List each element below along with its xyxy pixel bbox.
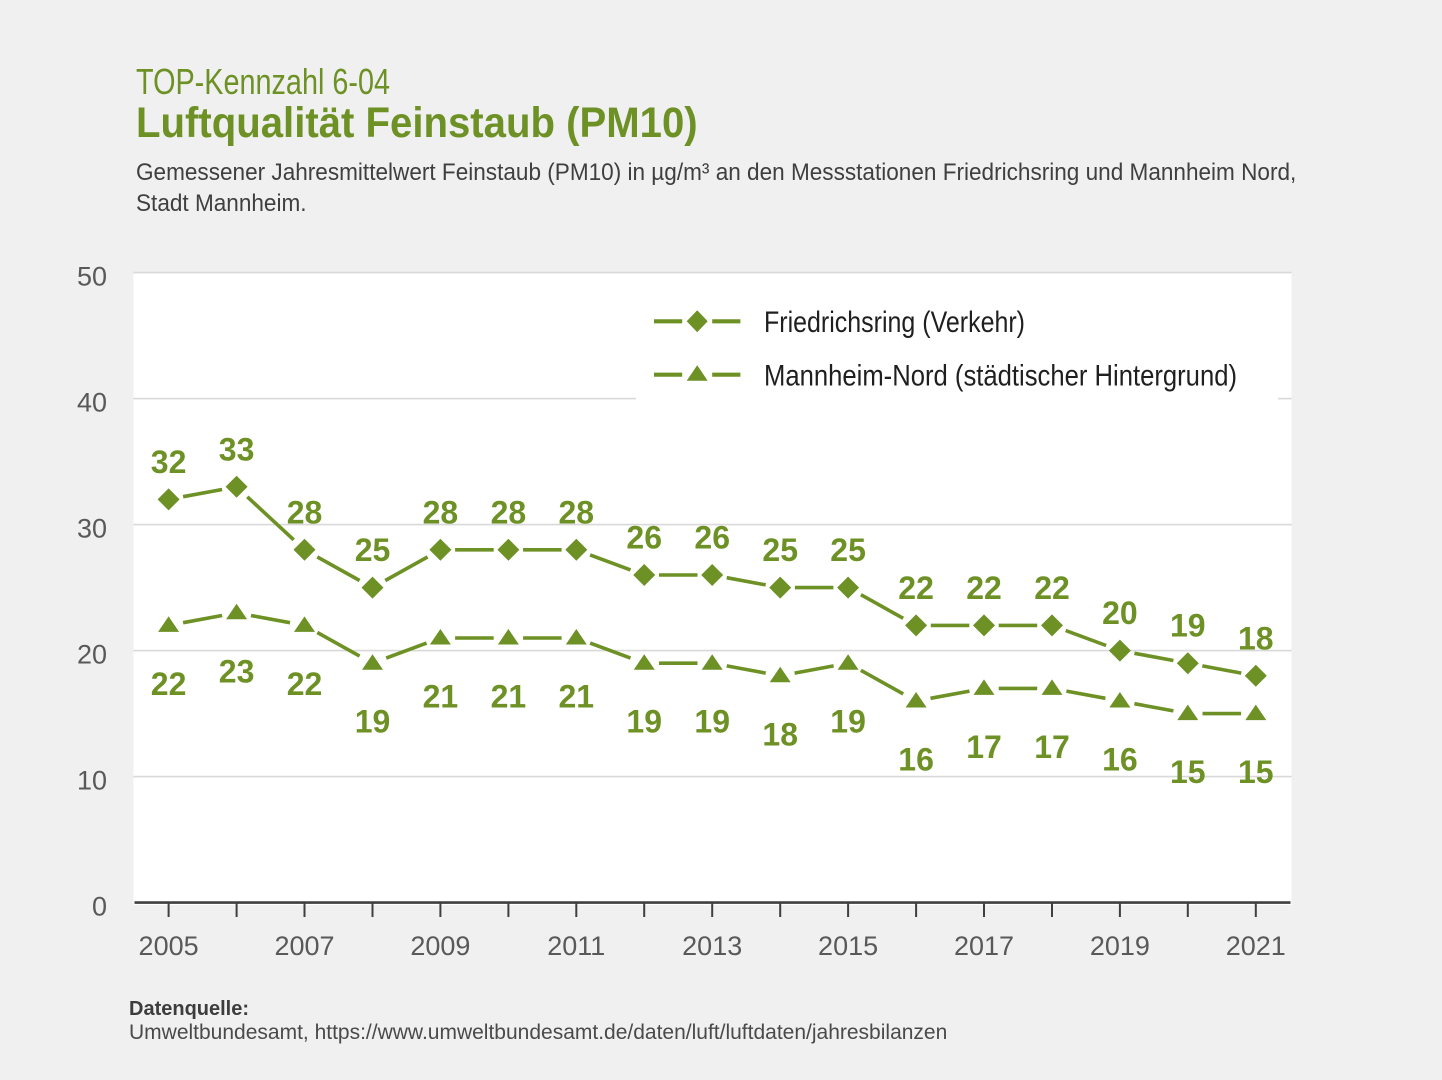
- svg-text:30: 30: [77, 513, 107, 543]
- svg-text:21: 21: [423, 679, 459, 715]
- svg-text:20: 20: [77, 639, 107, 669]
- svg-text:2019: 2019: [1090, 931, 1150, 961]
- svg-text:15: 15: [1170, 754, 1206, 790]
- svg-text:22: 22: [966, 570, 1002, 606]
- svg-text:22: 22: [898, 570, 934, 606]
- svg-text:0: 0: [92, 891, 107, 921]
- svg-text:25: 25: [355, 532, 391, 568]
- svg-text:2011: 2011: [547, 931, 605, 961]
- svg-text:26: 26: [626, 520, 662, 556]
- svg-text:20: 20: [1102, 595, 1138, 631]
- svg-text:16: 16: [898, 742, 934, 778]
- svg-text:Mannheim-Nord (städtischer Hin: Mannheim-Nord (städtischer Hintergrund): [764, 359, 1237, 392]
- svg-text:19: 19: [1170, 608, 1206, 644]
- svg-text:2015: 2015: [818, 931, 878, 961]
- svg-text:19: 19: [626, 704, 662, 740]
- svg-text:17: 17: [1034, 729, 1070, 765]
- svg-text:21: 21: [559, 679, 595, 715]
- svg-text:28: 28: [423, 494, 459, 530]
- svg-text:17: 17: [966, 729, 1002, 765]
- svg-text:25: 25: [762, 532, 798, 568]
- svg-text:28: 28: [491, 494, 527, 530]
- svg-text:26: 26: [694, 520, 730, 556]
- svg-text:16: 16: [1102, 742, 1138, 778]
- svg-text:Friedrichsring (Verkehr): Friedrichsring (Verkehr): [764, 306, 1025, 339]
- svg-text:23: 23: [219, 653, 255, 689]
- svg-text:25: 25: [830, 532, 866, 568]
- svg-text:2007: 2007: [274, 931, 334, 961]
- svg-text:22: 22: [1034, 570, 1070, 606]
- svg-text:21: 21: [491, 679, 527, 715]
- svg-text:2013: 2013: [682, 931, 742, 961]
- svg-text:50: 50: [77, 261, 107, 291]
- svg-text:32: 32: [151, 444, 187, 480]
- svg-text:2005: 2005: [139, 931, 199, 961]
- svg-text:19: 19: [694, 704, 730, 740]
- svg-text:22: 22: [151, 666, 187, 702]
- svg-text:40: 40: [77, 387, 107, 417]
- svg-text:33: 33: [219, 431, 255, 467]
- svg-text:22: 22: [287, 666, 323, 702]
- svg-text:15: 15: [1238, 754, 1274, 790]
- svg-text:2017: 2017: [954, 931, 1014, 961]
- svg-text:19: 19: [830, 704, 866, 740]
- svg-text:28: 28: [559, 494, 595, 530]
- svg-text:10: 10: [77, 765, 107, 795]
- svg-text:2021: 2021: [1226, 931, 1286, 961]
- svg-text:28: 28: [287, 494, 323, 530]
- svg-text:2009: 2009: [410, 931, 470, 961]
- svg-text:18: 18: [762, 716, 798, 752]
- svg-text:18: 18: [1238, 620, 1274, 656]
- svg-text:19: 19: [355, 704, 391, 740]
